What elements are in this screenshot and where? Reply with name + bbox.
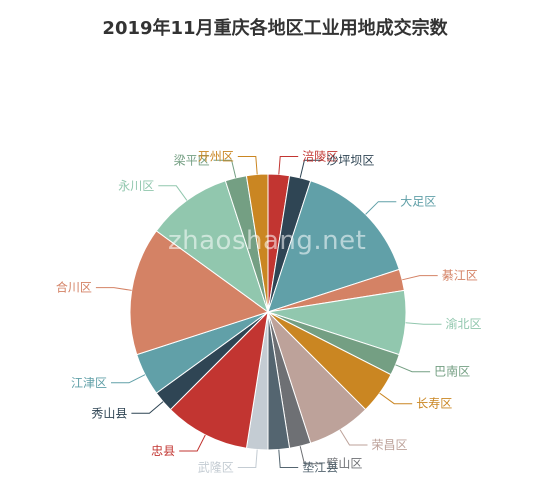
leader-line <box>405 322 442 325</box>
slice-label: 荣昌区 <box>372 438 408 452</box>
leader-line <box>402 275 438 281</box>
chart-title: 2019年11月重庆各地区工业用地成交宗数 <box>102 18 448 39</box>
slice-label: 綦江区 <box>442 269 478 283</box>
pie-slice[interactable] <box>267 180 400 313</box>
leader-line <box>111 374 146 384</box>
pie-slice[interactable] <box>245 173 269 313</box>
leader-line <box>278 156 299 175</box>
slice-label: 江津区 <box>71 376 107 390</box>
leader-line <box>131 401 164 414</box>
slice-label: 巴南区 <box>434 364 470 379</box>
slice-label: 开州区 <box>198 150 234 164</box>
slice-label: 大足区 <box>400 195 436 209</box>
slice-label: 沙坪坝区 <box>326 153 374 167</box>
slice-label: 梁平区 <box>174 152 210 167</box>
slice-label: 涪陵区 <box>302 149 338 164</box>
leader-line <box>365 201 397 215</box>
leader-line <box>299 446 323 465</box>
watermark: zhaoshang.net <box>168 226 367 256</box>
slice-label: 秀山县 <box>91 406 127 420</box>
slice-label: 忠县 <box>151 444 175 458</box>
slice-label: 合川区 <box>56 280 92 295</box>
leader-line <box>213 159 237 178</box>
leader-line <box>179 434 206 452</box>
slice-label: 武隆区 <box>198 460 234 475</box>
pie-slice[interactable] <box>155 180 269 314</box>
slice-label: 璧山区 <box>326 456 362 471</box>
leader-line <box>237 156 258 175</box>
slice-label: 永川区 <box>118 179 154 193</box>
leader-line <box>278 449 299 468</box>
leader-line <box>158 185 188 201</box>
slice-label: 长寿区 <box>416 397 452 411</box>
leader-line <box>395 364 431 373</box>
leader-line <box>237 449 258 468</box>
slice-label: 渝北区 <box>446 316 482 331</box>
leader-line <box>95 287 132 291</box>
pie-slice[interactable] <box>129 230 270 356</box>
leader-line <box>339 429 368 446</box>
pie-slice[interactable] <box>169 310 269 449</box>
leader-line <box>379 392 413 405</box>
leader-line <box>299 159 323 178</box>
slice-label: 垫江县 <box>302 460 338 475</box>
